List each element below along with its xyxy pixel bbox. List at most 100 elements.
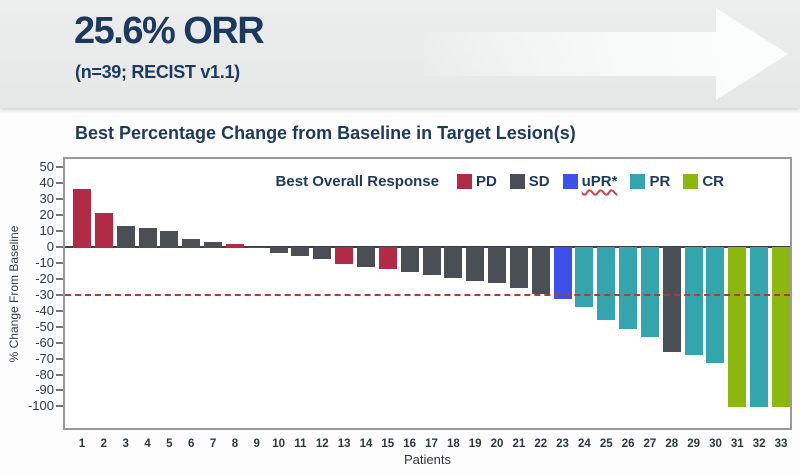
y-tick-label--100: -100 (27, 398, 54, 414)
bar-patient-24 (575, 246, 594, 307)
bar-patient-31 (728, 246, 747, 408)
x-tick-label-7: 7 (209, 438, 217, 450)
x-axis-title: Patients (404, 452, 451, 467)
x-tick-label-6: 6 (188, 438, 195, 450)
legend-swatch-uPR (562, 174, 578, 189)
bar-patient-3 (116, 226, 135, 248)
y-tick-label-10: 10 (39, 222, 54, 238)
y-tick-label--20: -20 (35, 270, 54, 286)
x-tick-label-11: 11 (294, 438, 307, 450)
x-tick-label-5: 5 (166, 438, 173, 450)
y-tick-mark--70 (56, 357, 63, 360)
bar-patient-12 (313, 246, 332, 259)
x-tick-label-3: 3 (122, 438, 129, 450)
bar-patient-10 (269, 246, 288, 253)
bar-patient-19 (466, 246, 485, 282)
y-tick-label-40: 40 (39, 174, 54, 190)
legend-label-PR: PR (649, 173, 671, 190)
x-tick-label-13: 13 (337, 438, 351, 450)
bar-patient-32 (750, 246, 769, 408)
y-tick-label--60: -60 (35, 334, 54, 350)
bar-patient-13 (335, 246, 354, 264)
bar-patient-9 (247, 246, 266, 248)
y-tick-mark-0 (56, 245, 63, 248)
y-tick-label--40: -40 (35, 302, 54, 318)
legend-item-CR: CR (683, 173, 724, 190)
legend-swatch-PD (456, 174, 472, 189)
legend-label-PD: PD (475, 173, 497, 190)
bar-patient-7 (204, 242, 223, 248)
bar-patient-26 (619, 246, 638, 330)
x-tick-label-29: 29 (687, 438, 701, 450)
x-tick-label-19: 19 (468, 438, 482, 450)
x-tick-label-27: 27 (643, 438, 657, 450)
y-tick-mark--90 (56, 389, 63, 392)
y-tick-label--30: -30 (35, 286, 54, 302)
bar-patient-16 (400, 246, 419, 272)
x-tick-label-1: 1 (78, 438, 86, 450)
legend-title: Best Overall Response (275, 173, 439, 190)
bar-patient-1 (73, 189, 91, 248)
bar-patient-11 (291, 246, 310, 256)
right-arrow-graphic (424, 8, 788, 100)
bar-patient-14 (356, 246, 375, 267)
y-tick-mark--60 (56, 341, 63, 344)
bar-patient-20 (488, 246, 507, 283)
x-tick-label-4: 4 (144, 438, 151, 450)
x-tick-label-23: 23 (556, 438, 569, 450)
y-tick-mark-10 (56, 229, 63, 232)
chart-title: Best Percentage Change from Baseline in … (75, 123, 576, 143)
y-tick-mark--20 (56, 277, 63, 280)
x-tick-label-16: 16 (403, 438, 417, 450)
bar-patient-21 (509, 246, 528, 288)
x-tick-label-22: 22 (534, 438, 548, 450)
x-tick-label-8: 8 (231, 438, 239, 450)
x-tick-label-15: 15 (381, 438, 395, 450)
legend-item-PD: PD (456, 173, 497, 190)
bar-patient-4 (138, 227, 157, 248)
x-tick-label-24: 24 (578, 438, 591, 450)
y-tick-label-50: 50 (39, 158, 54, 174)
y-tick-mark--30 (56, 293, 63, 296)
bar-patient-27 (640, 246, 659, 338)
orr-headline: 25.6% ORR (74, 10, 265, 52)
legend-item-uPR: uPR* (562, 173, 618, 190)
bar-patient-23 (553, 246, 572, 299)
y-tick-mark--50 (56, 325, 63, 328)
x-tick-label-9: 9 (253, 438, 260, 450)
legend-item-SD: SD (509, 173, 550, 190)
y-tick-label--70: -70 (35, 350, 54, 366)
x-tick-label-33: 33 (774, 438, 788, 450)
legend-swatch-SD (509, 174, 525, 189)
legend-swatch-PR (630, 174, 646, 189)
bar-patient-15 (378, 246, 397, 269)
x-tick-label-12: 12 (315, 438, 329, 450)
y-tick-mark-40 (56, 181, 63, 184)
waterfall-plot: Best Overall Response PD SD uPR* PR CR (63, 157, 792, 430)
bar-patient-17 (422, 246, 441, 275)
legend-label-uPR: uPR* (581, 173, 618, 190)
x-tick-label-26: 26 (621, 438, 635, 450)
y-tick-label-0: 0 (46, 238, 54, 254)
legend: Best Overall Response PD SD uPR* PR CR (276, 173, 724, 190)
bar-patient-6 (182, 238, 201, 248)
threshold-line-minus-30 (65, 293, 790, 296)
legend-label-CR: CR (702, 173, 724, 190)
x-tick-label-21: 21 (512, 438, 526, 450)
bar-patient-30 (706, 246, 725, 363)
y-tick-mark--100 (56, 405, 63, 408)
y-tick-label--50: -50 (35, 318, 54, 334)
x-tick-label-2: 2 (100, 438, 108, 450)
bar-patient-18 (444, 246, 463, 279)
x-tick-label-20: 20 (490, 438, 504, 450)
orr-subline: (n=39; RECIST v1.1) (75, 62, 240, 82)
y-tick-mark--10 (56, 261, 63, 264)
y-tick-mark-50 (56, 165, 63, 168)
y-tick-mark--40 (56, 309, 63, 312)
bar-patient-2 (94, 213, 113, 248)
x-tick-label-31: 31 (730, 438, 744, 450)
y-tick-label--80: -80 (35, 366, 54, 382)
bar-patient-5 (160, 230, 179, 248)
legend-swatch-CR (683, 174, 699, 189)
